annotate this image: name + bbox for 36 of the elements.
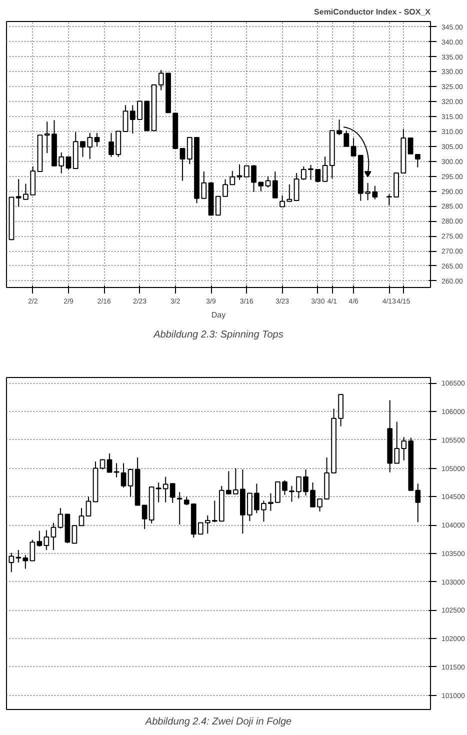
x-axis-title: Day [211, 310, 226, 320]
candlestick [66, 156, 72, 170]
candlestick [72, 525, 78, 544]
candlestick [408, 138, 414, 154]
candlestick [308, 164, 314, 180]
candlestick [114, 462, 120, 478]
candlestick [176, 492, 182, 525]
chart-title: SemiConductor Index - SOX_X [314, 8, 432, 16]
candlestick [415, 483, 421, 523]
candlestick [44, 530, 50, 551]
candlestick [350, 138, 356, 156]
candlestick [100, 458, 106, 470]
candlestick [128, 468, 134, 498]
candlestick [236, 164, 242, 180]
candlestick [78, 508, 84, 526]
candlestick [142, 504, 148, 530]
text: Abbildung 2.3: Spinning Tops [152, 330, 284, 340]
candlestick [300, 166, 306, 180]
candlestick [180, 148, 186, 182]
candlestick [414, 154, 420, 168]
candlestick [50, 522, 56, 551]
candlestick [86, 496, 92, 516]
candlestick [315, 168, 321, 183]
candlestick [230, 170, 236, 186]
candlestick [30, 539, 36, 562]
candlestick [265, 176, 271, 188]
candlestick [294, 172, 300, 202]
candlestick [106, 453, 112, 473]
candlestick [120, 462, 126, 488]
candlestick [94, 132, 100, 147]
candlestick [322, 156, 328, 182]
candlestick [122, 104, 128, 132]
candlestick [36, 530, 42, 548]
candlestick [58, 508, 64, 529]
candlestick [272, 171, 278, 198]
text: Abbildung 2.4: Zwei Doji in Folge [144, 716, 292, 728]
